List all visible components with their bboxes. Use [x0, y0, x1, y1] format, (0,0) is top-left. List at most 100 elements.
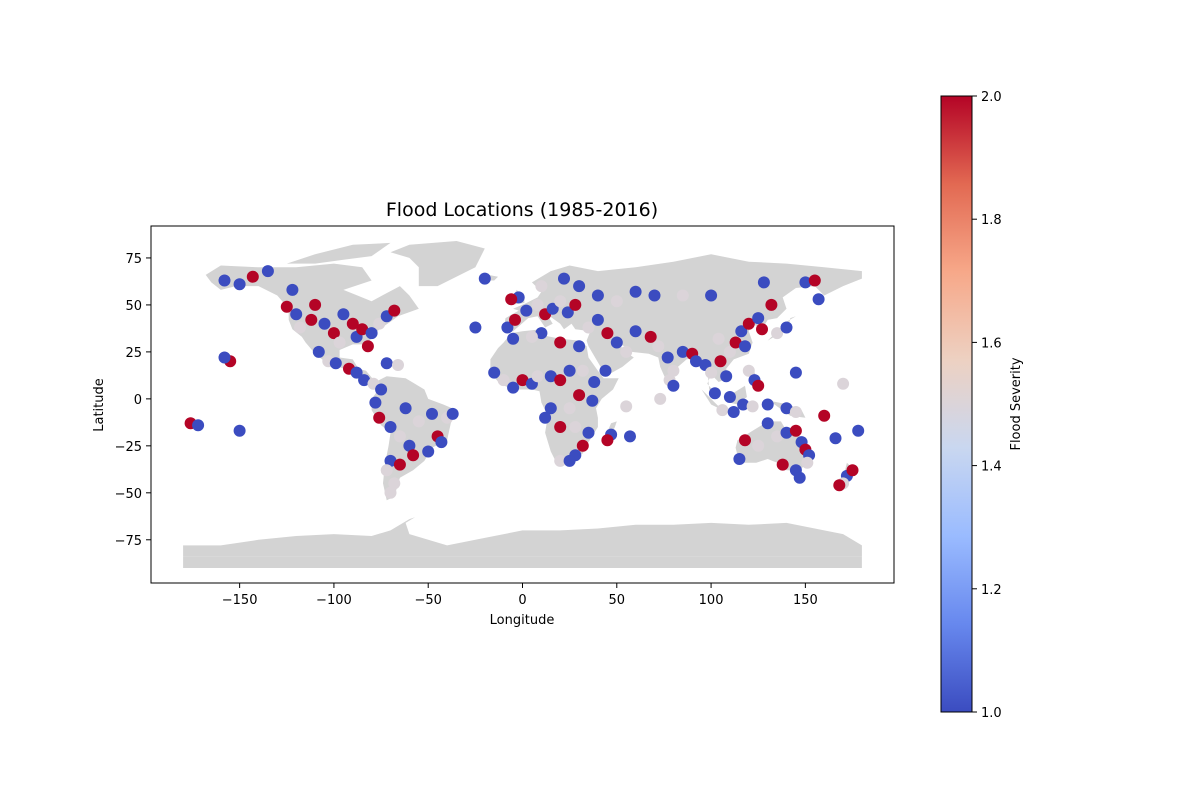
flood-point [505, 293, 518, 306]
flood-point [507, 332, 520, 345]
colorbar-strip [940, 95, 973, 713]
flood-point [554, 295, 567, 308]
flood-point [569, 298, 582, 311]
flood-point [829, 432, 842, 445]
flood-point [742, 364, 755, 377]
flood-point [739, 434, 751, 447]
land-shape [183, 556, 862, 568]
flood-point [591, 313, 604, 326]
colorbar-tick-label: 1.8 [981, 213, 1002, 228]
flood-point [356, 323, 369, 336]
land-shape [183, 517, 862, 557]
flood-point [393, 430, 406, 443]
y-tick-label: −50 [115, 487, 142, 502]
flood-point [373, 317, 386, 330]
flood-point [290, 308, 303, 321]
flood-point [233, 424, 246, 437]
y-axis-ticks: −75 −50 −25 0 25 50 75 [115, 252, 151, 549]
flood-point [735, 325, 748, 338]
flood-point [818, 409, 831, 422]
flood-point [294, 321, 306, 334]
flood-point [771, 430, 784, 443]
y-axis-label: Latitude [92, 378, 107, 432]
flood-point [780, 402, 793, 415]
flood-point [318, 317, 331, 330]
flood-point [620, 345, 633, 358]
y-tick-label: −75 [115, 534, 142, 549]
land-shape [503, 254, 862, 397]
flood-point [737, 398, 750, 411]
flood-point [384, 486, 397, 499]
flood-point [388, 477, 401, 490]
flood-point [525, 330, 538, 343]
flood-point [497, 374, 510, 387]
flood-point [380, 464, 393, 477]
flood-point [422, 445, 435, 458]
flood-point [610, 336, 623, 349]
flood-point [569, 421, 582, 433]
flood-points [184, 265, 865, 499]
flood-point [561, 306, 574, 319]
flood-point [233, 278, 246, 291]
x-tick-label: 150 [793, 593, 818, 608]
y-tick-label: 25 [125, 346, 142, 361]
flood-point [852, 424, 865, 437]
flood-point [676, 345, 689, 358]
x-tick-label: 0 [518, 593, 526, 608]
plot-area [150, 225, 895, 584]
flood-point [563, 364, 576, 377]
flood-point [752, 379, 765, 392]
flood-point [761, 398, 774, 411]
flood-point [554, 421, 567, 433]
flood-point [365, 327, 378, 340]
flood-point [312, 345, 325, 358]
flood-point [789, 366, 802, 379]
flood-point [629, 285, 642, 298]
flood-point [375, 383, 388, 396]
flood-point [756, 323, 768, 336]
flood-point [705, 289, 718, 302]
flood-point [286, 283, 299, 296]
flood-point [723, 391, 736, 403]
flood-point [305, 313, 318, 326]
flood-point [488, 366, 501, 379]
flood-point [544, 370, 557, 383]
flood-point [708, 387, 721, 400]
flood-point [218, 274, 231, 287]
flood-point [789, 424, 802, 437]
flood-point [337, 308, 350, 321]
flood-point [723, 345, 736, 358]
flood-point [573, 340, 586, 353]
flood-point [752, 312, 765, 325]
flood-point [576, 364, 589, 377]
flood-point [837, 377, 850, 390]
flood-point [554, 454, 567, 467]
flood-point [309, 298, 322, 311]
flood-point [380, 357, 393, 370]
flood-point [676, 289, 689, 302]
flood-point [563, 454, 576, 467]
flood-point [426, 407, 438, 420]
flood-point [392, 359, 404, 371]
flood-point [327, 327, 340, 340]
flood-point [369, 396, 382, 409]
flood-point [757, 276, 770, 289]
flood-point [554, 374, 567, 387]
flood-point [361, 340, 374, 353]
x-axis-ticks: −150 −100 −50 0 50 100 150 [222, 583, 818, 608]
flood-point [712, 332, 725, 345]
flood-point [531, 370, 544, 383]
y-tick-label: −25 [115, 440, 142, 455]
flood-point [573, 280, 586, 293]
flood-point [469, 321, 482, 334]
flood-point [358, 374, 371, 387]
flood-point [388, 304, 401, 317]
flood-point [654, 392, 667, 405]
flood-point [516, 374, 529, 387]
flood-point [776, 458, 789, 471]
flood-point [586, 394, 599, 407]
flood-point [573, 389, 586, 402]
flood-point [716, 404, 729, 417]
land-shape [286, 242, 391, 264]
